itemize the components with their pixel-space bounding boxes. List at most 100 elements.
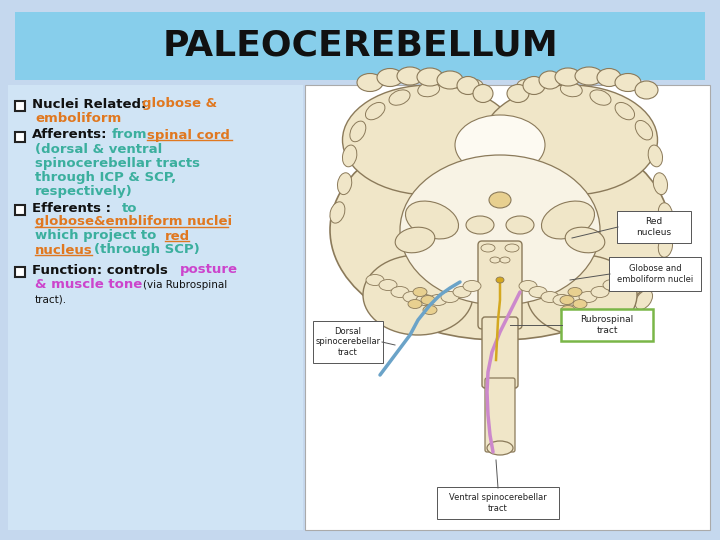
Text: Afferents:: Afferents:	[32, 129, 107, 141]
Ellipse shape	[437, 71, 463, 89]
Ellipse shape	[453, 287, 471, 298]
Ellipse shape	[648, 145, 662, 167]
Text: (via Rubrospinal: (via Rubrospinal	[143, 280, 228, 290]
Ellipse shape	[441, 292, 459, 302]
Ellipse shape	[429, 294, 447, 306]
Text: to: to	[122, 201, 138, 214]
Ellipse shape	[455, 115, 545, 175]
Ellipse shape	[490, 257, 500, 263]
Ellipse shape	[330, 120, 670, 340]
Ellipse shape	[496, 277, 504, 283]
Ellipse shape	[573, 300, 587, 308]
Ellipse shape	[566, 294, 584, 306]
Ellipse shape	[575, 67, 603, 85]
FancyBboxPatch shape	[482, 317, 518, 388]
Ellipse shape	[408, 300, 422, 308]
Text: from: from	[112, 129, 148, 141]
Ellipse shape	[487, 441, 513, 455]
Text: Efferents :: Efferents :	[32, 201, 111, 214]
FancyBboxPatch shape	[15, 101, 25, 111]
Ellipse shape	[635, 290, 652, 309]
Ellipse shape	[397, 67, 423, 85]
Ellipse shape	[391, 287, 409, 298]
Text: (dorsal & ventral: (dorsal & ventral	[35, 144, 162, 157]
FancyBboxPatch shape	[8, 85, 303, 530]
Ellipse shape	[653, 173, 667, 194]
Text: Ventral spinocerebellar
tract: Ventral spinocerebellar tract	[449, 494, 547, 512]
Ellipse shape	[418, 83, 440, 97]
Ellipse shape	[423, 306, 437, 314]
Text: & muscle tone: & muscle tone	[35, 279, 143, 292]
Ellipse shape	[590, 90, 611, 105]
Ellipse shape	[416, 294, 434, 306]
Ellipse shape	[389, 90, 410, 105]
Ellipse shape	[366, 274, 384, 286]
Ellipse shape	[377, 69, 403, 86]
Text: globose &: globose &	[142, 98, 217, 111]
Ellipse shape	[506, 216, 534, 234]
Text: spinocerebellar tracts: spinocerebellar tracts	[35, 158, 200, 171]
Ellipse shape	[615, 73, 641, 91]
Ellipse shape	[635, 81, 658, 99]
Ellipse shape	[481, 244, 495, 252]
FancyBboxPatch shape	[478, 241, 522, 329]
Ellipse shape	[541, 292, 559, 302]
Ellipse shape	[597, 69, 621, 86]
FancyBboxPatch shape	[305, 85, 710, 530]
Ellipse shape	[527, 255, 637, 335]
Ellipse shape	[417, 68, 443, 86]
FancyBboxPatch shape	[561, 309, 653, 341]
Ellipse shape	[615, 103, 634, 120]
Text: globose&embliform nuclei: globose&embliform nuclei	[35, 215, 232, 228]
Ellipse shape	[658, 203, 672, 225]
Ellipse shape	[330, 202, 345, 223]
FancyBboxPatch shape	[617, 211, 691, 243]
Text: through ICP & SCP,: through ICP & SCP,	[35, 172, 176, 185]
FancyBboxPatch shape	[15, 205, 25, 215]
FancyBboxPatch shape	[15, 267, 25, 277]
Ellipse shape	[529, 287, 547, 298]
Ellipse shape	[553, 294, 571, 306]
Ellipse shape	[350, 121, 366, 141]
Ellipse shape	[579, 292, 597, 302]
Text: posture: posture	[180, 264, 238, 276]
Ellipse shape	[568, 287, 582, 296]
Text: red: red	[165, 230, 190, 242]
Ellipse shape	[517, 79, 539, 93]
FancyBboxPatch shape	[313, 321, 383, 363]
Ellipse shape	[413, 287, 427, 296]
Ellipse shape	[500, 257, 510, 263]
Ellipse shape	[366, 103, 385, 120]
Ellipse shape	[463, 280, 481, 292]
Ellipse shape	[658, 235, 672, 257]
Text: tract).: tract).	[35, 294, 67, 304]
Ellipse shape	[462, 79, 483, 93]
Ellipse shape	[565, 227, 605, 253]
FancyBboxPatch shape	[437, 487, 559, 519]
Ellipse shape	[560, 295, 574, 305]
Text: Globose and
emboliform nuclei: Globose and emboliform nuclei	[617, 264, 693, 284]
Text: Red
nucleus: Red nucleus	[636, 217, 672, 237]
Ellipse shape	[560, 83, 582, 97]
Ellipse shape	[473, 84, 493, 103]
Ellipse shape	[405, 201, 459, 239]
Ellipse shape	[343, 145, 357, 167]
Ellipse shape	[519, 280, 537, 292]
Ellipse shape	[466, 216, 494, 234]
FancyBboxPatch shape	[485, 378, 515, 452]
Ellipse shape	[379, 280, 397, 291]
Ellipse shape	[357, 73, 383, 91]
Ellipse shape	[489, 192, 511, 208]
Text: spinal cord: spinal cord	[147, 129, 230, 141]
Ellipse shape	[457, 77, 479, 94]
Ellipse shape	[400, 155, 600, 305]
Ellipse shape	[603, 280, 621, 291]
Text: Rubrospinal
tract: Rubrospinal tract	[580, 315, 634, 335]
Ellipse shape	[523, 77, 545, 94]
Text: Dorsal
spinocerebellar
tract: Dorsal spinocerebellar tract	[315, 327, 381, 357]
Ellipse shape	[403, 292, 421, 302]
Text: nucleus: nucleus	[35, 244, 93, 256]
Ellipse shape	[561, 306, 575, 314]
Ellipse shape	[482, 85, 657, 195]
Text: respectively): respectively)	[35, 186, 132, 199]
